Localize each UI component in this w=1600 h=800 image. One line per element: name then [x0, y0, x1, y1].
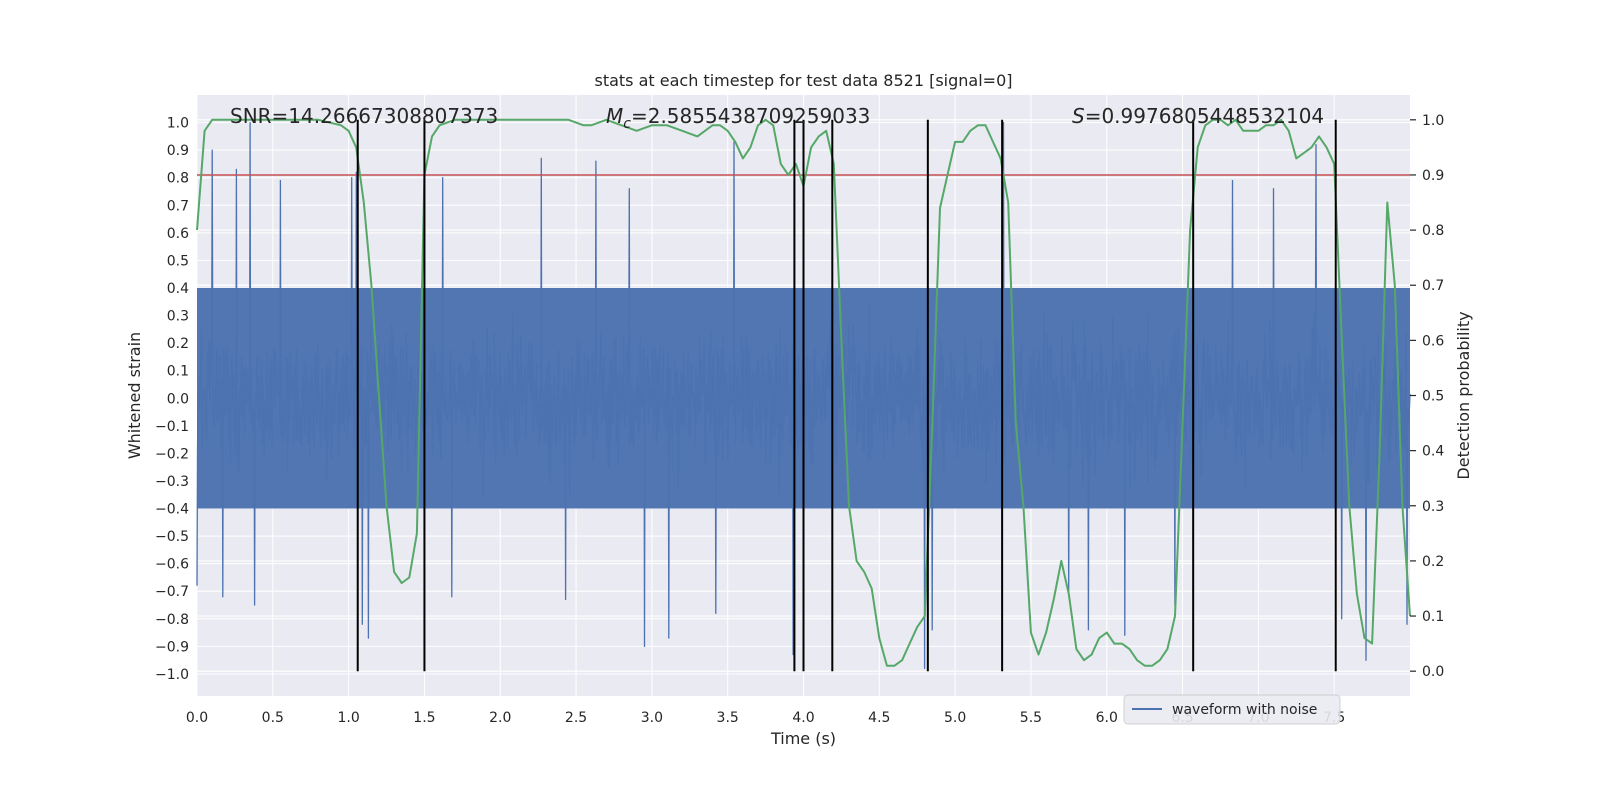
y-tick-label-left: −1.0: [155, 667, 189, 683]
x-tick-label: 3.0: [641, 710, 663, 726]
y-tick-label-left: −0.4: [155, 502, 189, 518]
y-tick-label-left: −0.1: [155, 419, 189, 435]
x-tick-label: 0.0: [186, 710, 208, 726]
x-tick-label: 4.0: [792, 710, 814, 726]
y-tick-label-right: 0.6: [1422, 333, 1444, 349]
x-tick-label: 5.0: [944, 710, 966, 726]
legend: waveform with noise: [1123, 694, 1341, 725]
x-tick-label: 0.5: [262, 710, 284, 726]
y-tick-label-left: 0.2: [167, 336, 189, 352]
y-tick-label-right: 0.9: [1422, 168, 1444, 184]
x-axis-label: Time (s): [770, 729, 836, 748]
y-tick-label-right: 0.1: [1422, 609, 1444, 625]
legend-label: waveform with noise: [1172, 702, 1317, 718]
y-tick-label-left: −0.2: [155, 446, 189, 462]
y-tick-label-left: −0.9: [155, 639, 189, 655]
x-tick-label: 1.5: [413, 710, 435, 726]
vertical-markers: [356, 119, 1337, 672]
snr-annotation: SNR=14.26667308807373: [230, 104, 498, 128]
x-tick-label: 1.0: [337, 710, 359, 726]
y-tick-label-left: 0.1: [167, 364, 189, 380]
y-tick-label-right: 0.0: [1422, 664, 1444, 680]
chirp-mass-value: =2.5855438709259033: [631, 104, 870, 128]
x-tick-label: 5.5: [1020, 710, 1042, 726]
y-tick-label-left: −0.5: [155, 529, 189, 545]
x-tick-label: 3.5: [717, 710, 739, 726]
y-tick-label-left: −0.7: [155, 584, 189, 600]
y-tick-label-right: 0.3: [1422, 499, 1444, 515]
y-tick-label-left: 0.9: [167, 143, 189, 159]
y-tick-label-left: 0.4: [167, 281, 189, 297]
y-axis-label-right: Detection probability: [1454, 311, 1473, 479]
chart-title: stats at each timestep for test data 852…: [594, 71, 1012, 90]
y-tick-label-left: −0.8: [155, 612, 189, 628]
chirp-mass-symbol: M: [606, 104, 623, 128]
y-tick-label-left: 1.0: [167, 116, 189, 132]
y-tick-label-left: −0.6: [155, 557, 189, 573]
chirp-mass-subscript: c: [623, 116, 631, 132]
s-annotation: S=0.9976805448532104: [1072, 104, 1324, 128]
y-tick-label-right: 0.2: [1422, 554, 1444, 570]
y-tick-label-left: 0.8: [167, 171, 189, 187]
legend-box: [1123, 694, 1341, 725]
y-tick-label-left: 0.7: [167, 198, 189, 214]
y-tick-label-left: 0.6: [167, 226, 189, 242]
y-tick-label-left: 0.5: [167, 253, 189, 269]
y-axis-label-left: Whitened strain: [125, 332, 144, 459]
x-tick-label: 2.0: [489, 710, 511, 726]
y-tick-label-right: 0.5: [1422, 389, 1444, 405]
y-tick-label-left: 0.3: [167, 309, 189, 325]
x-tick-label: 2.5: [565, 710, 587, 726]
y-tick-label-left: 0.0: [167, 391, 189, 407]
y-tick-label-right: 0.8: [1422, 223, 1444, 239]
y-tick-label-right: 0.7: [1422, 278, 1444, 294]
chirp-mass-annotation: Mc=2.5855438709259033: [606, 104, 870, 132]
y-tick-label-right: 1.0: [1422, 113, 1444, 129]
y-tick-label-left: −0.3: [155, 474, 189, 490]
x-tick-label: 6.0: [1096, 710, 1118, 726]
y-tick-label-right: 0.4: [1422, 444, 1444, 460]
s-symbol: S: [1072, 104, 1085, 128]
s-value: =0.9976805448532104: [1085, 104, 1324, 128]
axis-ticks: 0.00.51.01.52.02.53.03.54.04.55.05.56.06…: [155, 113, 1444, 726]
x-tick-label: 4.5: [868, 710, 890, 726]
